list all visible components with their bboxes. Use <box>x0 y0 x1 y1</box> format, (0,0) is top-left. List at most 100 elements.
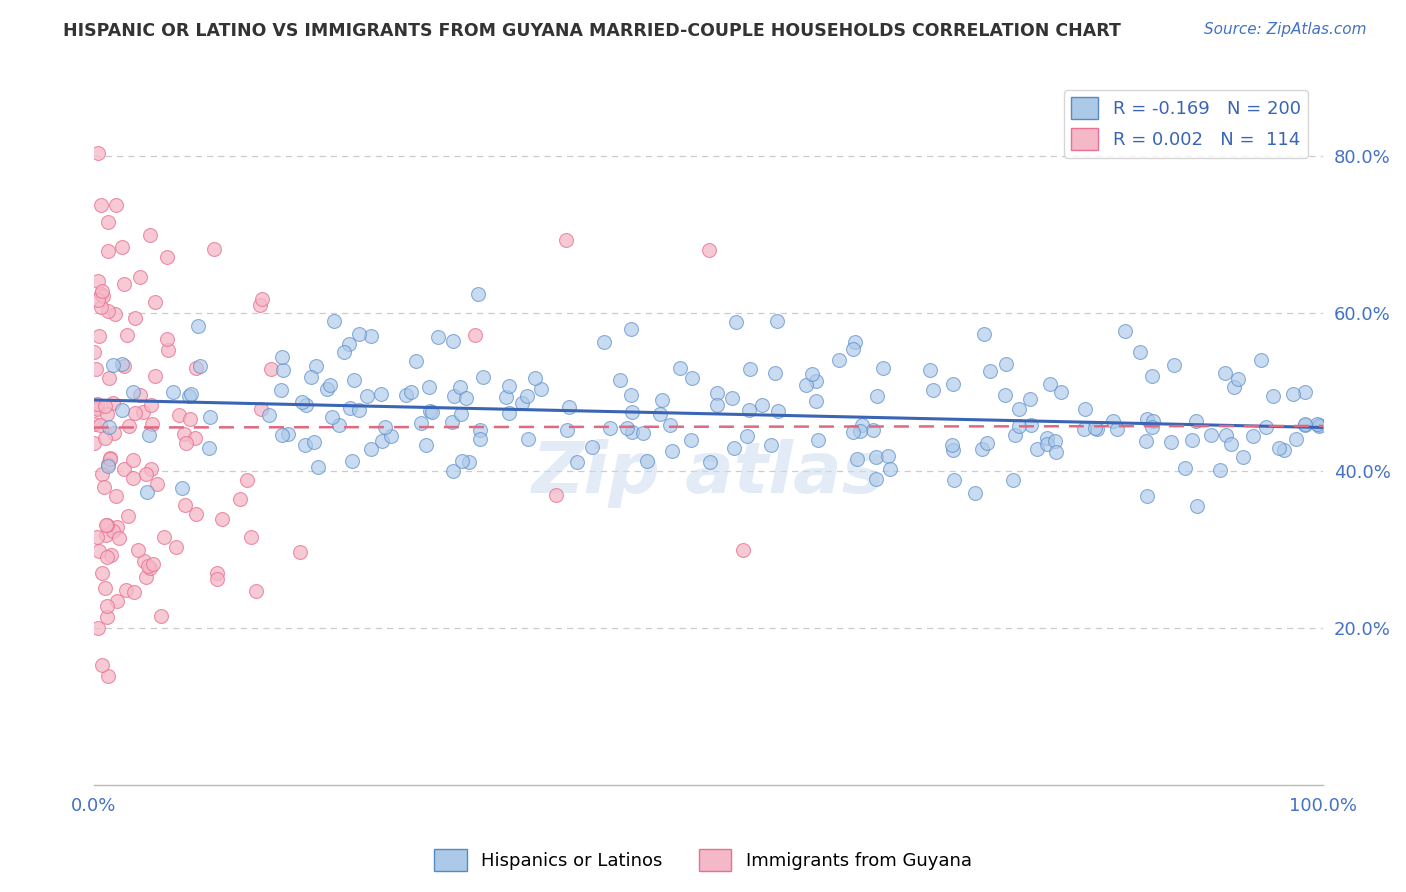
Point <box>1140 420 1163 434</box>
Point <box>101 358 124 372</box>
Point <box>759 438 782 452</box>
Point <box>98 371 121 385</box>
Point <box>156 343 179 357</box>
Point <box>851 417 873 432</box>
Point <box>96 550 118 565</box>
Text: Source: ZipAtlas.com: Source: ZipAtlas.com <box>1204 22 1367 37</box>
Point <box>124 311 146 326</box>
Point <box>418 380 440 394</box>
Point <box>737 429 759 443</box>
Point <box>89 418 111 433</box>
Point <box>302 435 325 450</box>
Point <box>451 454 474 468</box>
Point <box>979 364 1001 378</box>
Point <box>1226 372 1249 386</box>
Point <box>138 559 160 574</box>
Point <box>846 451 869 466</box>
Point <box>593 335 616 350</box>
Point <box>83 417 105 431</box>
Point <box>236 474 259 488</box>
Point <box>399 385 422 400</box>
Point <box>93 400 115 414</box>
Point <box>697 243 720 257</box>
Point <box>202 242 225 256</box>
Point <box>1241 429 1264 443</box>
Point <box>842 425 865 439</box>
Point <box>1128 344 1150 359</box>
Point <box>139 462 162 476</box>
Point <box>260 361 283 376</box>
Point <box>801 367 824 381</box>
Point <box>86 397 108 411</box>
Point <box>1019 418 1042 433</box>
Point <box>731 543 754 558</box>
Point <box>751 398 773 412</box>
Point <box>1036 437 1059 451</box>
Point <box>405 354 427 368</box>
Point <box>103 396 125 410</box>
Point <box>347 326 370 341</box>
Point <box>271 427 294 442</box>
Point <box>98 419 121 434</box>
Point <box>122 585 145 599</box>
Point <box>97 215 120 229</box>
Point <box>96 407 118 421</box>
Point <box>918 363 941 377</box>
Point <box>94 528 117 542</box>
Point <box>141 417 163 431</box>
Point <box>294 438 316 452</box>
Point <box>1223 380 1246 394</box>
Point <box>546 487 568 501</box>
Point <box>143 295 166 310</box>
Point <box>104 489 127 503</box>
Point <box>1084 421 1107 435</box>
Point <box>156 251 179 265</box>
Point <box>108 531 131 545</box>
Point <box>90 566 112 580</box>
Point <box>122 384 145 399</box>
Point <box>89 329 111 343</box>
Point <box>290 545 312 559</box>
Point <box>93 289 115 303</box>
Point <box>141 398 163 412</box>
Point <box>112 359 135 373</box>
Point <box>498 407 520 421</box>
Point <box>135 467 157 481</box>
Point <box>681 434 703 448</box>
Point <box>229 491 252 506</box>
Point <box>609 373 631 387</box>
Point <box>90 300 112 314</box>
Point <box>740 361 762 376</box>
Point <box>872 360 894 375</box>
Point <box>173 427 195 442</box>
Point <box>1018 392 1040 407</box>
Point <box>441 334 464 348</box>
Point <box>291 395 314 409</box>
Point <box>1294 417 1316 432</box>
Point <box>555 423 578 437</box>
Point <box>620 321 643 335</box>
Point <box>111 358 134 372</box>
Point <box>180 387 202 401</box>
Point <box>1140 368 1163 383</box>
Point <box>972 442 994 457</box>
Point <box>865 450 887 465</box>
Point <box>104 307 127 321</box>
Point <box>1036 431 1059 445</box>
Point <box>139 228 162 243</box>
Point <box>942 376 965 391</box>
Point <box>866 389 889 403</box>
Point <box>380 429 402 443</box>
Point <box>1142 414 1164 428</box>
Point <box>554 234 576 248</box>
Point <box>146 476 169 491</box>
Point <box>98 450 121 465</box>
Point <box>1272 443 1295 458</box>
Point <box>1105 422 1128 436</box>
Text: Zip atlas: Zip atlas <box>531 440 886 508</box>
Point <box>150 609 173 624</box>
Point <box>510 396 533 410</box>
Point <box>1135 434 1157 449</box>
Text: HISPANIC OR LATINO VS IMMIGRANTS FROM GUYANA MARRIED-COUPLE HOUSEHOLDS CORRELATI: HISPANIC OR LATINO VS IMMIGRANTS FROM GU… <box>63 22 1121 40</box>
Point <box>419 404 441 418</box>
